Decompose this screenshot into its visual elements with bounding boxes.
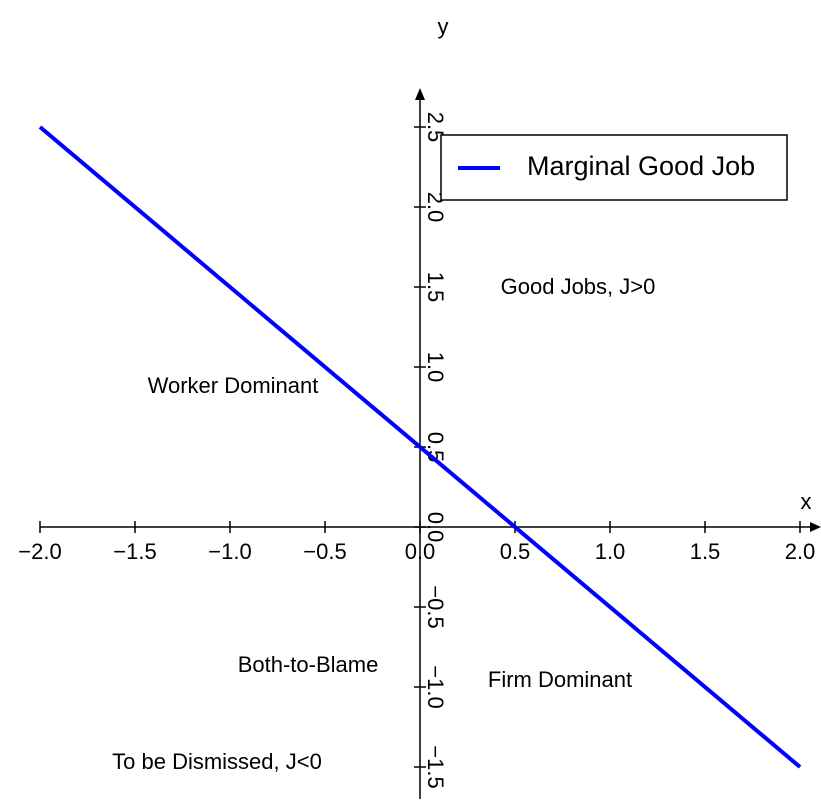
y-axis-label: y	[438, 14, 449, 39]
y-tick-label: −1.5	[423, 745, 448, 788]
annotation: Good Jobs, J>0	[501, 274, 656, 299]
annotation: Worker Dominant	[148, 373, 319, 398]
x-tick-label: 2.0	[785, 539, 816, 564]
y-tick-label: −1.0	[423, 665, 448, 708]
y-tick-label: 1.0	[423, 352, 448, 383]
x-axis-arrow	[810, 522, 821, 532]
x-axis-label: x	[801, 489, 812, 514]
x-tick-label: 1.5	[690, 539, 721, 564]
annotation: To be Dismissed, J<0	[112, 749, 322, 774]
x-tick-label: −1.5	[113, 539, 156, 564]
annotation: Both-to-Blame	[238, 652, 379, 677]
x-tick-label: 0.5	[500, 539, 531, 564]
y-tick-label: 0.0	[423, 512, 448, 543]
x-tick-label: 0.0	[405, 539, 436, 564]
annotation: Firm Dominant	[488, 667, 632, 692]
x-tick-label: −2.0	[18, 539, 61, 564]
y-tick-label: −0.5	[423, 585, 448, 628]
y-axis-arrow	[415, 88, 425, 100]
x-tick-label: −1.0	[208, 539, 251, 564]
x-tick-label: −0.5	[303, 539, 346, 564]
y-tick-label: 1.5	[423, 272, 448, 303]
legend-label: Marginal Good Job	[527, 151, 755, 181]
y-tick-label: 0.5	[423, 432, 448, 463]
data-line	[38, 125, 802, 769]
x-tick-label: 1.0	[595, 539, 626, 564]
